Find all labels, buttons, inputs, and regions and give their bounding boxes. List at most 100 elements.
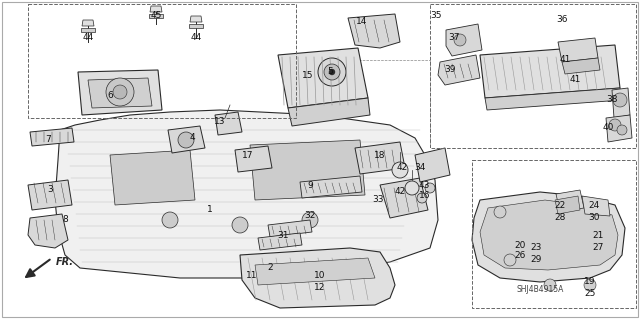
Text: 2: 2 xyxy=(267,263,273,272)
Text: 1: 1 xyxy=(207,205,213,214)
Text: 38: 38 xyxy=(606,95,618,105)
Text: 8: 8 xyxy=(62,216,68,225)
Polygon shape xyxy=(258,233,302,250)
Polygon shape xyxy=(168,126,205,153)
Text: 6: 6 xyxy=(107,91,113,100)
Polygon shape xyxy=(28,180,72,210)
Text: 43: 43 xyxy=(419,181,429,189)
Circle shape xyxy=(106,78,134,106)
Text: 19: 19 xyxy=(584,278,596,286)
Text: 31: 31 xyxy=(277,231,289,240)
Circle shape xyxy=(425,183,435,193)
Circle shape xyxy=(417,193,427,203)
Text: 18: 18 xyxy=(374,151,386,160)
Text: 34: 34 xyxy=(414,164,426,173)
Polygon shape xyxy=(81,28,95,32)
Circle shape xyxy=(454,34,466,46)
Circle shape xyxy=(494,206,506,218)
Circle shape xyxy=(178,132,194,148)
Text: 41: 41 xyxy=(559,56,571,64)
Circle shape xyxy=(113,85,127,99)
Polygon shape xyxy=(55,110,438,278)
Bar xyxy=(472,160,636,308)
Text: 14: 14 xyxy=(356,18,368,26)
Polygon shape xyxy=(110,150,195,205)
Circle shape xyxy=(504,254,516,266)
Text: 17: 17 xyxy=(243,151,253,160)
Polygon shape xyxy=(415,148,450,182)
Text: 35: 35 xyxy=(430,11,442,19)
Polygon shape xyxy=(190,16,202,22)
Text: 23: 23 xyxy=(531,243,541,253)
Polygon shape xyxy=(562,58,600,74)
Text: 44: 44 xyxy=(83,33,93,42)
Text: 37: 37 xyxy=(448,33,460,42)
Polygon shape xyxy=(556,190,584,212)
Text: 26: 26 xyxy=(515,250,525,259)
Polygon shape xyxy=(189,24,203,28)
Text: 30: 30 xyxy=(588,213,600,222)
Circle shape xyxy=(324,64,340,80)
Circle shape xyxy=(544,279,556,291)
Text: 5: 5 xyxy=(327,68,333,77)
Polygon shape xyxy=(472,192,625,282)
Polygon shape xyxy=(300,176,362,198)
Text: 27: 27 xyxy=(592,242,604,251)
Circle shape xyxy=(318,58,346,86)
Polygon shape xyxy=(438,55,480,85)
Polygon shape xyxy=(380,178,428,218)
Polygon shape xyxy=(255,258,375,285)
Polygon shape xyxy=(612,88,630,118)
Polygon shape xyxy=(558,38,598,62)
Polygon shape xyxy=(348,14,400,48)
Text: 40: 40 xyxy=(602,123,614,132)
Text: 29: 29 xyxy=(531,256,541,264)
Bar xyxy=(28,4,296,118)
Polygon shape xyxy=(606,115,632,142)
Text: 11: 11 xyxy=(246,271,258,279)
Text: 32: 32 xyxy=(304,211,316,219)
Text: 9: 9 xyxy=(307,181,313,189)
Polygon shape xyxy=(78,70,162,115)
Circle shape xyxy=(405,181,419,195)
Text: 41: 41 xyxy=(570,76,580,85)
Text: 3: 3 xyxy=(47,186,53,195)
Polygon shape xyxy=(555,196,580,214)
Polygon shape xyxy=(485,88,622,110)
Polygon shape xyxy=(28,214,68,248)
Polygon shape xyxy=(288,98,370,126)
Polygon shape xyxy=(82,20,94,26)
Text: 15: 15 xyxy=(302,70,314,79)
Text: 10: 10 xyxy=(314,271,326,279)
Polygon shape xyxy=(355,142,405,174)
Text: 28: 28 xyxy=(554,213,566,222)
Text: 25: 25 xyxy=(584,290,596,299)
Polygon shape xyxy=(268,220,312,237)
Polygon shape xyxy=(235,146,272,172)
Text: 13: 13 xyxy=(214,117,226,127)
Circle shape xyxy=(392,162,408,178)
Polygon shape xyxy=(88,78,152,108)
Text: 4: 4 xyxy=(189,133,195,143)
Text: 24: 24 xyxy=(588,201,600,210)
Polygon shape xyxy=(150,6,162,12)
Polygon shape xyxy=(480,200,618,270)
Bar xyxy=(430,4,636,148)
Polygon shape xyxy=(582,196,610,216)
Text: 36: 36 xyxy=(556,16,568,25)
Text: 16: 16 xyxy=(419,190,431,199)
Circle shape xyxy=(613,93,627,107)
Text: FR.: FR. xyxy=(56,257,74,267)
Text: 12: 12 xyxy=(314,283,326,292)
Circle shape xyxy=(609,119,621,131)
Circle shape xyxy=(162,212,178,228)
Polygon shape xyxy=(240,248,395,308)
Circle shape xyxy=(584,279,596,291)
Text: 45: 45 xyxy=(150,11,162,19)
Polygon shape xyxy=(480,45,620,98)
Text: 21: 21 xyxy=(592,231,604,240)
Text: 22: 22 xyxy=(554,201,566,210)
Text: 42: 42 xyxy=(394,188,406,197)
Circle shape xyxy=(617,125,627,135)
Text: 39: 39 xyxy=(444,65,456,75)
